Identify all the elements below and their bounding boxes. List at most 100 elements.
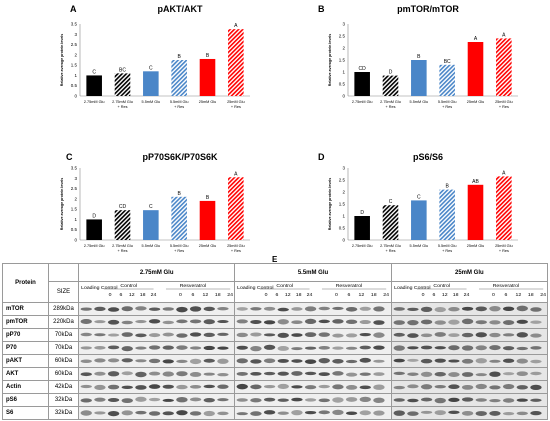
protein-band: [121, 320, 133, 325]
protein-band: [277, 319, 290, 325]
protein-band: [502, 333, 514, 337]
protein-band: [217, 411, 229, 416]
protein-band: [393, 358, 405, 363]
protein-band: [94, 371, 106, 376]
protein-size: 70kDa: [48, 341, 79, 355]
protein-band: [359, 396, 372, 403]
y-tick-label: 0.5: [71, 227, 78, 232]
significance-letter: A: [234, 171, 238, 177]
timepoint-label: 18: [296, 292, 302, 298]
timepoint-label: 12: [285, 292, 291, 298]
protein-band: [359, 372, 372, 376]
protein-band: [162, 332, 174, 337]
chart-title: pAKT/AKT: [157, 4, 203, 14]
protein-band: [516, 411, 528, 416]
protein-band: [502, 383, 514, 390]
y-tick-label: 3.5: [71, 166, 78, 171]
protein-band: [447, 384, 460, 390]
protein-band: [393, 410, 405, 416]
significance-letter: A: [234, 23, 238, 29]
protein-band: [80, 318, 92, 324]
y-axis-label: Relative average protein levels: [60, 34, 64, 87]
protein-band: [264, 410, 276, 415]
protein-header: Protein: [2, 263, 49, 303]
protein-band: [217, 373, 229, 377]
protein-band: [264, 333, 276, 337]
blot-image: [390, 380, 549, 394]
timepoint-label: 12: [442, 292, 448, 298]
protein-band: [203, 306, 215, 312]
timepoint-label: 24: [151, 292, 157, 298]
protein-band: [420, 345, 432, 350]
protein-band: [236, 383, 249, 390]
protein-band: [264, 344, 276, 350]
timepoint-label: 0: [109, 292, 112, 298]
blot-image: [77, 380, 236, 394]
protein-band: [148, 345, 161, 350]
timepoint-label: 18: [452, 292, 458, 298]
group-header: 2.75mM Glu: [77, 263, 236, 282]
blot-image: [390, 341, 549, 355]
x-tick-label: 25mM Glu + Res: [227, 244, 245, 253]
timepoint-label: 24: [540, 292, 546, 298]
protein-band: [264, 384, 276, 389]
x-tick-label: 25mM Glu + Res: [495, 100, 513, 109]
x-tick-label: 5.5mM Glu + Res: [438, 100, 457, 109]
protein-band: [250, 307, 262, 311]
timepoint-label: 24: [227, 292, 233, 298]
bar: [439, 64, 455, 96]
protein-band: [121, 346, 133, 352]
x-tick-label: 25mM Glu + Res: [227, 100, 245, 109]
protein-band: [475, 345, 487, 351]
protein-band: [346, 385, 358, 390]
protein-band: [305, 346, 317, 350]
protein-band: [393, 371, 405, 376]
protein-band: [277, 358, 290, 363]
y-tick-label: 1.5: [71, 207, 78, 212]
timepoint-label: 24: [307, 292, 313, 298]
protein-band: [203, 410, 215, 417]
timepoint-label: 6: [504, 292, 507, 298]
protein-band: [447, 359, 460, 363]
protein-band: [346, 333, 358, 338]
x-tick-label: 25mM Glu: [467, 100, 485, 104]
timepoint-label: 0: [492, 292, 495, 298]
protein-band: [393, 332, 405, 337]
protein-band: [488, 410, 501, 416]
protein-band: [359, 320, 372, 325]
protein-band: [516, 358, 528, 364]
protein-band: [217, 346, 229, 350]
protein-band: [461, 384, 473, 390]
protein-band: [121, 410, 133, 416]
protein-band: [217, 320, 229, 324]
protein-band: [80, 346, 92, 350]
bar: [114, 210, 131, 240]
protein-band: [359, 385, 372, 390]
bar: [496, 38, 512, 96]
protein-band: [332, 306, 344, 310]
protein-band: [250, 346, 262, 352]
protein-band: [277, 307, 290, 312]
y-axis-label: Relative average protein levels: [328, 34, 332, 87]
protein-name: AKT: [2, 367, 49, 381]
timepoint-label: 24: [463, 292, 469, 298]
protein-band: [203, 384, 215, 389]
blot-image: [77, 328, 236, 342]
timepoint-label: 0: [265, 292, 268, 298]
protein-band: [373, 384, 385, 390]
bar: [171, 196, 187, 240]
protein-band: [461, 306, 473, 311]
protein-band: [420, 410, 432, 414]
protein-band: [359, 357, 372, 363]
y-tick-label: 0: [342, 94, 345, 99]
protein-band: [359, 345, 372, 350]
x-tick-label: 25mM Glu + Res: [495, 244, 513, 253]
blot-image: [390, 315, 549, 329]
protein-band: [94, 397, 106, 402]
significance-letter: B: [445, 184, 449, 190]
y-axis-label: Relative average protein levels: [328, 178, 332, 231]
significance-letter: D: [360, 210, 364, 216]
protein-band: [373, 410, 385, 416]
y-tick-label: 3: [74, 32, 77, 37]
control-label: Control: [120, 283, 137, 289]
